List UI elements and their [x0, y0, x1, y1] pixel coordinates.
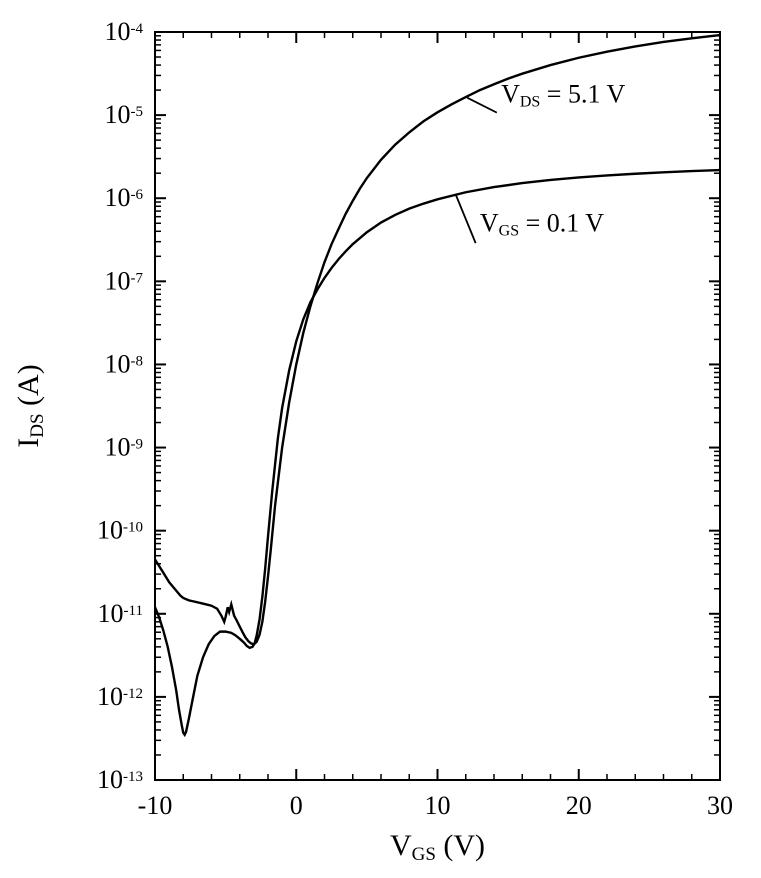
x-tick-label: 20 [566, 791, 592, 820]
x-tick-label: 10 [425, 791, 451, 820]
ids-vgs-chart: -100102030VGS (V)10-1310-1210-1110-1010-… [0, 0, 761, 878]
x-axis-label: VGS (V) [390, 829, 485, 865]
x-tick-label: 30 [707, 791, 733, 820]
x-tick-label: 0 [290, 791, 303, 820]
vds-5-1-label: VDS = 5.1 V [501, 80, 625, 111]
x-tick-label: -10 [138, 791, 173, 820]
vgs-0-1-label: VGS = 0.1 V [480, 208, 604, 239]
